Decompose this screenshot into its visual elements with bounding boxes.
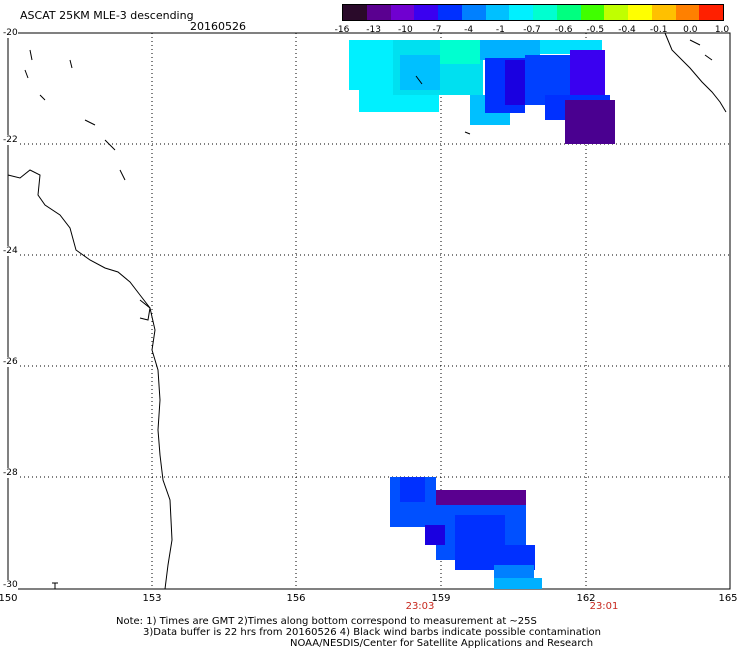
- time-label-east: 23:01: [589, 601, 619, 612]
- lon-label-165: 165: [718, 593, 738, 604]
- coastline-islets: [689, 39, 713, 61]
- colorbar-tick-label: -7: [432, 25, 442, 35]
- coastline-new-caledonia: [664, 32, 727, 113]
- colorbar-tick-label: -13: [366, 25, 382, 35]
- colorbar-segment: [675, 5, 700, 20]
- note-line-3: NOAA/NESDIS/Center for Satellite Applica…: [290, 638, 594, 649]
- colorbar-tick-label: -0.7: [523, 25, 541, 35]
- lat-label-26: -26: [3, 357, 18, 367]
- map-title: ASCAT 25KM MLE-3 descending: [20, 9, 194, 22]
- map-frame: [7, 32, 731, 590]
- map-date: 20160526: [190, 20, 246, 33]
- lon-label-150: 150: [0, 593, 18, 604]
- lat-label-22: -22: [3, 135, 18, 145]
- coastline-bay: [139, 299, 151, 321]
- map-marker-icon: [52, 582, 58, 589]
- swath-cell: [494, 578, 542, 589]
- time-label-west: 23:03: [405, 601, 435, 612]
- colorbar-ticks: -16 -13 -10 -7 -4 -1 -0.7 -0.6 -0.5 -0.4 -0.1 0.0 1.…: [335, 25, 730, 37]
- lat-label-30: -30: [3, 580, 18, 590]
- colorbar-segment: [366, 5, 391, 20]
- swath-cell: [570, 50, 605, 95]
- colorbar-segment: [509, 5, 533, 20]
- colorbar-tick-label: -10: [397, 25, 413, 35]
- colorbar-segment: [461, 5, 486, 20]
- lon-label-162: 162: [576, 593, 596, 604]
- lat-label-24: -24: [3, 246, 18, 256]
- swath-cell: [400, 55, 440, 90]
- note-line-1: Note: 1) Times are GMT 2)Times along bot…: [116, 616, 537, 627]
- colorbar-segment: [580, 5, 605, 20]
- coastline-reefs: [415, 75, 471, 135]
- lon-label-159: 159: [431, 593, 451, 604]
- colorbar-segment: [414, 5, 438, 20]
- coastline: [7, 32, 727, 590]
- coastline-main: [7, 169, 173, 590]
- colorbar-tick-label: -0.6: [554, 25, 573, 35]
- colorbar-segment: [651, 5, 676, 20]
- colorbar-tick-label: -0.1: [649, 25, 668, 35]
- colorbar-tick-label: -16: [334, 25, 350, 35]
- swath-cell: [359, 90, 439, 112]
- colorbar-segment: [699, 5, 723, 20]
- lon-label-153: 153: [142, 593, 162, 604]
- colorbar-tick-label: -4: [464, 25, 474, 35]
- swath-cell: [349, 40, 393, 90]
- colorbar-segment: [533, 5, 557, 20]
- lon-label-156: 156: [286, 593, 306, 604]
- colorbar-tick-label: 1.0: [714, 25, 730, 35]
- colorbar-segment: [628, 5, 652, 20]
- swath-cell: [455, 515, 505, 550]
- swath-cell: [494, 565, 534, 579]
- colorbar-tick-label: 0.0: [683, 25, 698, 35]
- lat-label-20: -20: [3, 28, 18, 38]
- swath-cell: [400, 477, 425, 502]
- wind-swath-north: [349, 40, 615, 144]
- colorbar-segment: [556, 5, 581, 20]
- swath-cell: [440, 40, 480, 64]
- swath-cell: [425, 525, 445, 545]
- colorbar-tick-label: -0.5: [586, 25, 605, 35]
- colorbar-tick-label: -0.4: [618, 25, 636, 35]
- wind-swath-south: [390, 477, 542, 589]
- colorbar-tick-label: -1: [495, 25, 505, 35]
- swath-cell: [565, 100, 615, 144]
- colorbar-segment: [390, 5, 415, 20]
- coastline-islands: [24, 49, 126, 181]
- colorbar-segment: [343, 5, 367, 20]
- colorbar: [342, 4, 724, 21]
- note-line-2: 3)Data buffer is 22 hrs from 20160526 4)…: [143, 627, 601, 638]
- colorbar-segment: [438, 5, 462, 20]
- lat-label-28: -28: [3, 468, 18, 478]
- colorbar-segment: [485, 5, 510, 20]
- colorbar-segment: [604, 5, 628, 20]
